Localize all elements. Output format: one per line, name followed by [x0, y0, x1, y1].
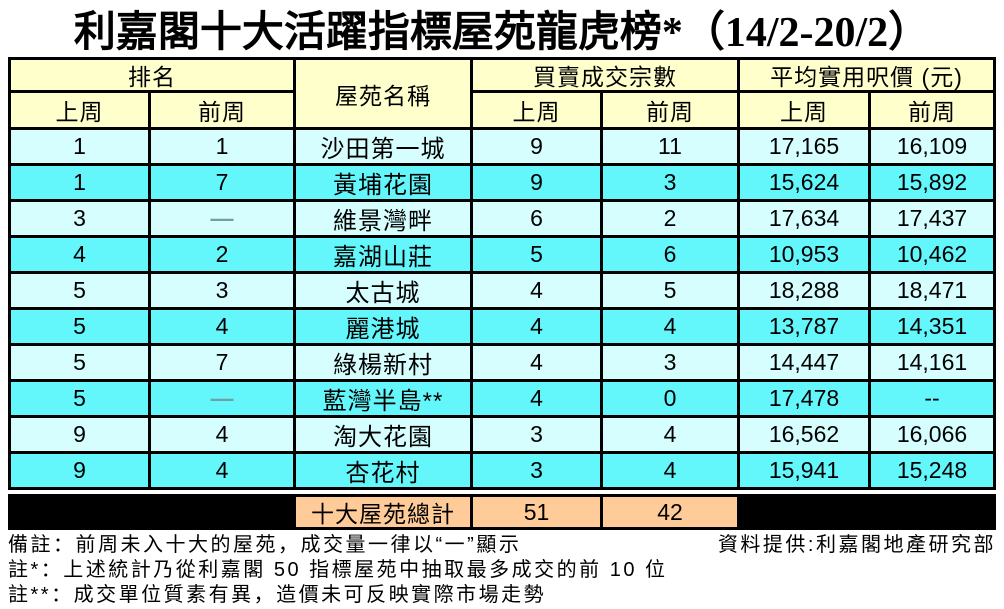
table-cell: 5	[603, 274, 737, 307]
estate-name-cell: 杏花村	[296, 454, 470, 487]
estate-name-cell: 藍灣半島**	[296, 382, 470, 415]
table-cell: 4	[151, 454, 293, 487]
header-price-group: 平均實用呎價 (元)	[740, 60, 993, 90]
subheader-price-prev-week: 前周	[871, 93, 993, 127]
estate-ranking-table: 排名 屋苑名稱 買賣成交宗數 平均實用呎價 (元) 上周 前周 上周 前周 上周…	[8, 57, 996, 530]
estate-name-cell: 綠楊新村	[296, 346, 470, 379]
total-row-blank-right	[740, 497, 993, 527]
table-cell: 5	[11, 274, 148, 307]
table-cell: 14,351	[871, 310, 993, 343]
footnotes: 備註：前周未入十大的屋苑，成交量一律以“一”顯示 資料提供:利嘉閣地產研究部 註…	[8, 533, 996, 608]
table-cell: 2	[603, 202, 737, 235]
estate-name-cell: 麗港城	[296, 310, 470, 343]
table-cell: 2	[151, 238, 293, 271]
total-row: 十大屋苑總計 51 42	[8, 494, 996, 530]
page-title: 利嘉閣十大活躍指標屋苑龍虎榜*（14/2-20/2）	[73, 10, 931, 56]
table-cell: 1	[11, 166, 148, 199]
table-cell: 4	[473, 310, 600, 343]
total-txn-last-week: 51	[473, 497, 600, 527]
table-cell: 16,562	[740, 418, 868, 451]
table-cell: 4	[603, 454, 737, 487]
subheader-price-last-week: 上周	[740, 93, 868, 127]
table-cell: 4	[151, 418, 293, 451]
data-source-credit: 資料提供:利嘉閣地產研究部	[717, 534, 996, 556]
table-cell: 5	[11, 346, 148, 379]
footnote-asterisk: 註*：上述統計乃從利嘉閣 50 指標屋苑中抽取最多成交的前 10 位	[8, 559, 668, 581]
table-cell: 4	[473, 382, 600, 415]
footnote-line-1: 備註：前周未入十大的屋苑，成交量一律以“一”顯示 資料提供:利嘉閣地產研究部	[8, 533, 996, 558]
subheader-rank-prev-week: 前周	[151, 93, 293, 127]
table-cell: 3	[151, 274, 293, 307]
table-cell: 9	[11, 418, 148, 451]
table-cell: 3	[11, 202, 148, 235]
header-estate-name: 屋苑名稱	[296, 60, 470, 127]
estate-name-cell: 黃埔花園	[296, 166, 470, 199]
table-cell: 17,437	[871, 202, 993, 235]
estate-name-cell: 淘大花園	[296, 418, 470, 451]
table-cell: 7	[151, 346, 293, 379]
total-row-label: 十大屋苑總計	[296, 497, 470, 527]
table-cell: 4	[151, 310, 293, 343]
header-transactions-group: 買賣成交宗數	[473, 60, 737, 90]
estate-name-cell: 嘉湖山莊	[296, 238, 470, 271]
header-rank-group: 排名	[11, 60, 293, 90]
table-cell: 5	[11, 310, 148, 343]
table-cell: --	[871, 382, 993, 415]
table-cell: 1	[11, 130, 148, 163]
subheader-rank-last-week: 上周	[11, 93, 148, 127]
table-cell: 13,787	[740, 310, 868, 343]
table-cell: 18,471	[871, 274, 993, 307]
table-cell: 7	[151, 166, 293, 199]
table-cell: 15,941	[740, 454, 868, 487]
table-cell: 10,462	[871, 238, 993, 271]
table-cell: —	[151, 202, 293, 235]
total-txn-prev-week: 42	[603, 497, 737, 527]
table-cell: 14,447	[740, 346, 868, 379]
table-cell: 15,624	[740, 166, 868, 199]
footnote-remark: 備註：前周未入十大的屋苑，成交量一律以“一”顯示	[8, 534, 522, 556]
estate-name-cell: 沙田第一城	[296, 130, 470, 163]
table-cell: 5	[473, 238, 600, 271]
table-cell: 9	[473, 166, 600, 199]
table-cell: 4	[603, 418, 737, 451]
table-cell: 3	[473, 454, 600, 487]
estate-name-cell: 太古城	[296, 274, 470, 307]
table-cell: 4	[603, 310, 737, 343]
table-cell: 0	[603, 382, 737, 415]
table-cell: 3	[603, 166, 737, 199]
table-cell: 18,288	[740, 274, 868, 307]
table-cell: 10,953	[740, 238, 868, 271]
table-cell: 15,248	[871, 454, 993, 487]
estate-name-cell: 維景灣畔	[296, 202, 470, 235]
table-cell: 4	[473, 346, 600, 379]
table-cell: 4	[473, 274, 600, 307]
table-cell: 11	[603, 130, 737, 163]
table-cell: 6	[603, 238, 737, 271]
table-cell: 1	[151, 130, 293, 163]
estate-table-grid: 排名 屋苑名稱 買賣成交宗數 平均實用呎價 (元) 上周 前周 上周 前周 上周…	[8, 57, 996, 490]
table-cell: 9	[473, 130, 600, 163]
table-cell: 3	[473, 418, 600, 451]
table-cell: 6	[473, 202, 600, 235]
table-cell: 17,165	[740, 130, 868, 163]
table-cell: —	[151, 382, 293, 415]
footnote-double-asterisk: 註**：成交單位質素有異，造價未可反映實際市場走勢	[8, 584, 547, 606]
subheader-txn-prev-week: 前周	[603, 93, 737, 127]
table-cell: 15,892	[871, 166, 993, 199]
table-cell: 5	[11, 382, 148, 415]
table-cell: 4	[11, 238, 148, 271]
table-cell: 9	[11, 454, 148, 487]
table-cell: 3	[603, 346, 737, 379]
table-cell: 17,478	[740, 382, 868, 415]
subheader-txn-last-week: 上周	[473, 93, 600, 127]
table-cell: 16,109	[871, 130, 993, 163]
table-cell: 16,066	[871, 418, 993, 451]
table-cell: 14,161	[871, 346, 993, 379]
total-row-blank-left	[11, 497, 293, 527]
table-cell: 17,634	[740, 202, 868, 235]
